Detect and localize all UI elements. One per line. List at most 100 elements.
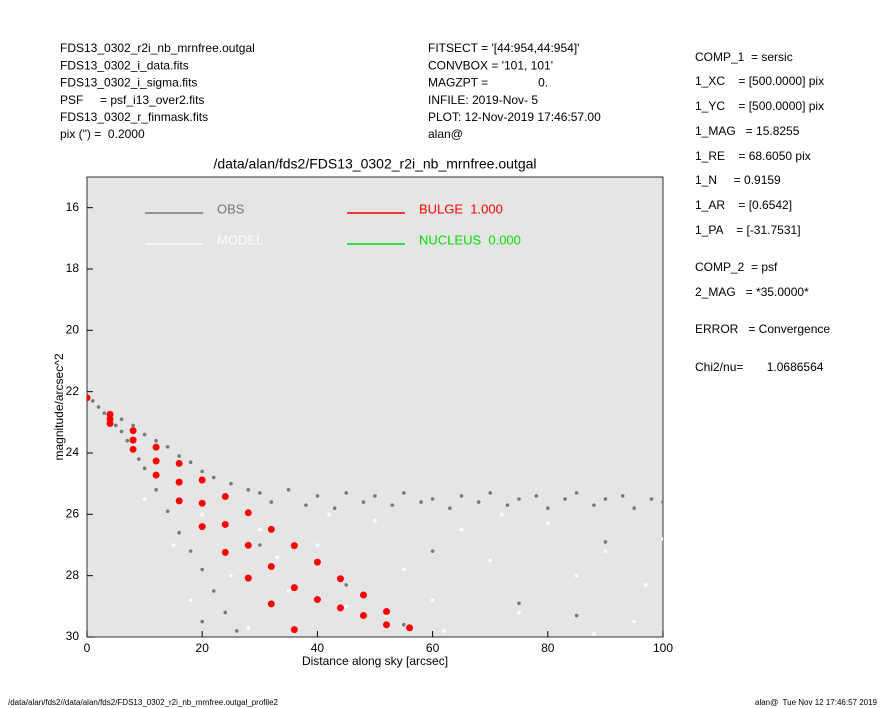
point: [188, 598, 193, 602]
point: [198, 499, 206, 507]
point: [373, 494, 377, 498]
point: [546, 521, 550, 526]
y-tick-label: 24: [66, 445, 80, 459]
point: [361, 500, 366, 504]
header-right-line: COMP_1 = sersic: [695, 50, 793, 64]
point: [200, 512, 204, 517]
point: [177, 454, 181, 458]
header-middle-line: MAGZPT = 0.: [428, 76, 548, 90]
footer-left: /data/alan/fds2//data/alan/fds2/FDS13_03…: [8, 698, 279, 707]
point: [165, 445, 170, 449]
point: [221, 493, 229, 501]
footer-right: alan@ Tue Nov 12 17:46:57 2019: [755, 698, 878, 707]
point: [336, 604, 344, 612]
header-right-line: 1_N = 0.9159: [695, 173, 781, 187]
legend-label: MODEL: [217, 232, 263, 247]
point: [290, 626, 298, 634]
point: [390, 503, 395, 507]
point: [592, 632, 596, 636]
x-tick-label: 0: [84, 641, 91, 655]
y-tick-label: 18: [66, 261, 80, 275]
point: [114, 423, 118, 428]
point: [373, 518, 377, 523]
point: [200, 619, 204, 624]
point: [175, 459, 183, 467]
point: [402, 491, 406, 495]
point: [246, 626, 251, 630]
point: [125, 438, 130, 443]
point: [244, 574, 252, 582]
point: [383, 621, 391, 629]
header-middle-line: PLOT: 12-Nov-2019 17:46:57.00: [428, 110, 601, 124]
point: [188, 549, 193, 553]
header-left-line: pix (") = 0.2000: [60, 127, 145, 141]
header-middle-line: alan@: [428, 127, 463, 141]
point: [534, 494, 539, 498]
point: [632, 619, 636, 624]
point: [603, 540, 608, 544]
point: [430, 497, 435, 501]
y-tick-label: 16: [66, 200, 80, 214]
point: [154, 438, 158, 443]
point: [574, 491, 579, 495]
header-right-line: 1_RE = 68.6050 pix: [695, 149, 811, 163]
point: [574, 613, 579, 618]
x-tick-label: 60: [426, 641, 440, 655]
point: [90, 399, 95, 403]
y-tick-label: 26: [66, 507, 80, 521]
point: [165, 509, 170, 514]
point: [643, 583, 648, 587]
point: [154, 488, 158, 492]
point: [661, 500, 663, 504]
point: [448, 506, 452, 511]
point: [152, 471, 160, 479]
point: [430, 549, 435, 553]
point: [344, 604, 349, 609]
point: [402, 567, 406, 572]
header-middle-line: INFILE: 2019-Nov- 5: [428, 93, 538, 107]
point: [229, 573, 233, 578]
point: [359, 612, 367, 620]
point: [459, 494, 464, 498]
point: [269, 500, 274, 504]
chart-title: /data/alan/fds2/FDS13_0302_r2i_nb_mrnfre…: [214, 156, 537, 172]
point: [344, 583, 349, 587]
header-left-line: FDS13_0302_i_sigma.fits: [60, 76, 197, 90]
point: [200, 469, 204, 474]
point: [119, 429, 124, 434]
point: [313, 596, 321, 604]
point: [286, 488, 291, 492]
point: [383, 608, 391, 616]
header-right-line: 1_YC = [500.0000] pix: [695, 99, 824, 113]
point: [188, 460, 193, 465]
point: [142, 497, 147, 501]
point: [267, 525, 275, 533]
y-tick-label: 30: [66, 629, 80, 643]
header-right-line: 1_PA = [-31.7531]: [695, 223, 801, 237]
x-tick-label: 20: [196, 641, 210, 655]
point: [315, 543, 320, 547]
point: [211, 475, 216, 480]
header-right-line: COMP_2 = psf: [695, 260, 778, 274]
point: [517, 601, 521, 606]
point: [258, 543, 262, 547]
point: [419, 500, 423, 504]
point: [267, 562, 275, 570]
x-tick-label: 80: [541, 641, 555, 655]
point: [505, 503, 510, 507]
point: [177, 530, 181, 535]
point: [315, 494, 320, 498]
point: [129, 436, 137, 444]
header-middle-line: CONVBOX = '101, 101': [428, 58, 553, 72]
x-axis-label: Distance along sky [arcsec]: [302, 654, 448, 668]
legend-label: NUCLEUS 0.000: [419, 232, 521, 247]
point: [129, 427, 137, 435]
point: [102, 411, 107, 415]
point: [175, 497, 183, 505]
point: [106, 420, 114, 428]
header-middle-line: FITSECT = '[44:954,44:954]': [428, 41, 579, 55]
legend-label: OBS: [217, 201, 245, 216]
point: [221, 548, 229, 556]
